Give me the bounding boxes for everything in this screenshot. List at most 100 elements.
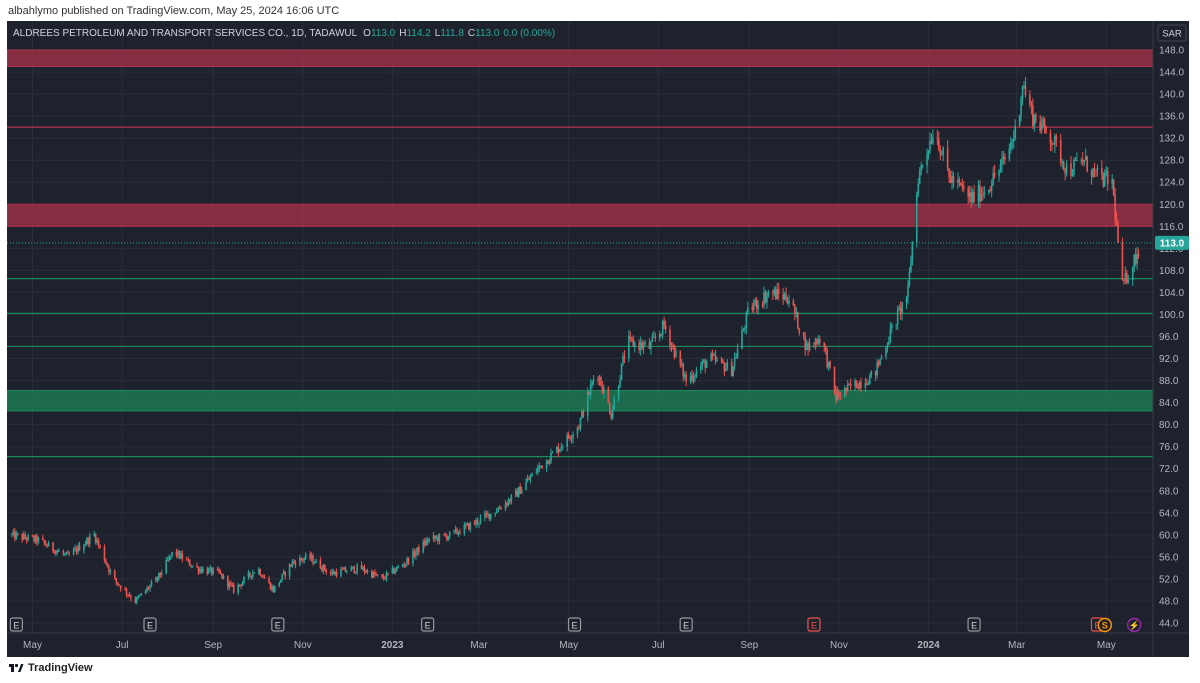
candle-body <box>1062 161 1065 169</box>
candle <box>200 566 203 574</box>
candle-body <box>1061 161 1064 163</box>
candle-body <box>484 513 486 518</box>
candle <box>1059 133 1062 167</box>
candle-body <box>465 524 467 526</box>
earnings-marker-icon[interactable] <box>9 617 23 632</box>
candle <box>946 140 949 172</box>
candle <box>885 346 887 360</box>
candles[interactable] <box>11 77 1140 605</box>
candle <box>829 360 831 370</box>
candle-body <box>932 137 934 144</box>
support-zone[interactable] <box>6 389 1154 412</box>
candle <box>989 186 992 193</box>
earnings-marker-icon[interactable] <box>421 617 435 632</box>
candle <box>1112 178 1115 197</box>
candle-body <box>1134 254 1137 264</box>
candle-body <box>105 560 107 564</box>
candle-body <box>802 332 805 336</box>
candle-body <box>1137 253 1140 256</box>
candle-body <box>957 179 959 183</box>
candle <box>68 551 71 557</box>
candle <box>776 282 779 300</box>
candle-body <box>344 567 347 572</box>
candle <box>901 301 903 321</box>
currency-badge[interactable] <box>1157 24 1187 42</box>
candle-body <box>901 302 903 315</box>
candle-body <box>1092 168 1094 177</box>
candle <box>75 546 78 555</box>
candle <box>62 549 65 556</box>
candle <box>539 465 542 469</box>
candle-body <box>819 339 821 343</box>
candle-body <box>915 194 918 243</box>
candle <box>713 352 715 357</box>
candle-body <box>910 262 912 273</box>
candle-body <box>259 569 261 576</box>
candle-body <box>165 559 167 574</box>
candle <box>498 505 501 510</box>
candle-body <box>74 548 76 550</box>
candle-body <box>785 294 787 301</box>
resistance-zone[interactable] <box>6 203 1154 227</box>
candle-body <box>425 540 427 546</box>
candle-body <box>360 564 363 570</box>
earnings-marker-icon[interactable] <box>967 617 981 632</box>
candle <box>197 566 200 575</box>
candle <box>325 568 328 575</box>
candle-body <box>41 537 44 540</box>
earnings-marker-icon[interactable] <box>567 617 582 632</box>
candle-body <box>551 452 554 454</box>
candle <box>648 338 651 350</box>
price-tick-label: 84.0 <box>1159 398 1179 409</box>
candle <box>673 344 676 360</box>
candle <box>108 564 110 576</box>
chart-panel[interactable]: 44.0 48.0 52.0 56.0 60.0 64.0 68.0 72.0 76.0 80.0… <box>6 21 1189 657</box>
candle-body <box>209 567 212 569</box>
time-tick-label: May <box>559 640 578 651</box>
candle <box>309 551 311 561</box>
earnings-marker-icon[interactable] <box>679 617 693 632</box>
price-tick-label: 76.0 <box>1159 442 1179 453</box>
resistance-zone[interactable] <box>6 49 1154 68</box>
candle <box>175 548 178 559</box>
candle-body <box>550 452 552 462</box>
earnings-marker-icon[interactable] <box>143 617 157 632</box>
candle <box>465 522 467 529</box>
candle-body <box>177 550 179 556</box>
candle-body <box>243 577 245 583</box>
earnings-marker-icon[interactable] <box>271 617 285 632</box>
split-marker-icon[interactable] <box>1097 617 1113 633</box>
candle-body <box>247 572 250 578</box>
candle <box>322 564 325 575</box>
candle <box>1042 116 1044 129</box>
candle-body <box>617 386 620 399</box>
candle <box>418 544 420 556</box>
candle-body <box>335 571 338 576</box>
candle-body <box>478 522 480 524</box>
time-tick-label: May <box>23 640 42 651</box>
price-chart[interactable]: 44.0 48.0 52.0 56.0 60.0 64.0 68.0 72.0 76.0 80.0… <box>6 21 1189 657</box>
candle <box>340 566 342 578</box>
price-tick-label: 104.0 <box>1159 288 1184 299</box>
candle-body <box>689 375 692 382</box>
candle <box>833 366 836 395</box>
candle-body <box>870 370 873 376</box>
candle <box>545 459 548 472</box>
candle <box>1065 160 1068 177</box>
earnings-marker-icon[interactable] <box>807 617 821 632</box>
candle <box>1024 77 1027 98</box>
candle <box>1102 172 1105 189</box>
candle <box>360 561 363 570</box>
event-marker-letter: E <box>275 621 281 631</box>
event-marker-letter: E <box>971 621 977 631</box>
candle <box>960 182 962 186</box>
candle <box>299 554 301 567</box>
candle <box>506 501 508 508</box>
event-marker-icon[interactable] <box>1126 617 1142 633</box>
candle <box>733 352 736 371</box>
candle-body <box>1136 253 1138 264</box>
symbol-legend[interactable]: ALDREES PETROLEUM AND TRANSPORT SERVICES… <box>13 28 555 39</box>
candle <box>249 571 251 579</box>
candle <box>798 327 801 336</box>
candle <box>240 584 242 590</box>
